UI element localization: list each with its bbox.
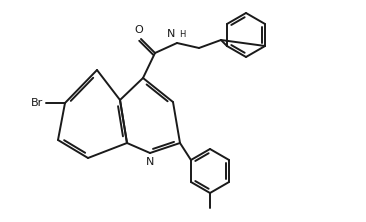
Text: O: O (135, 25, 143, 35)
Text: Br: Br (31, 98, 43, 108)
Text: H: H (179, 30, 185, 39)
Text: N: N (167, 29, 175, 39)
Text: N: N (146, 157, 154, 167)
